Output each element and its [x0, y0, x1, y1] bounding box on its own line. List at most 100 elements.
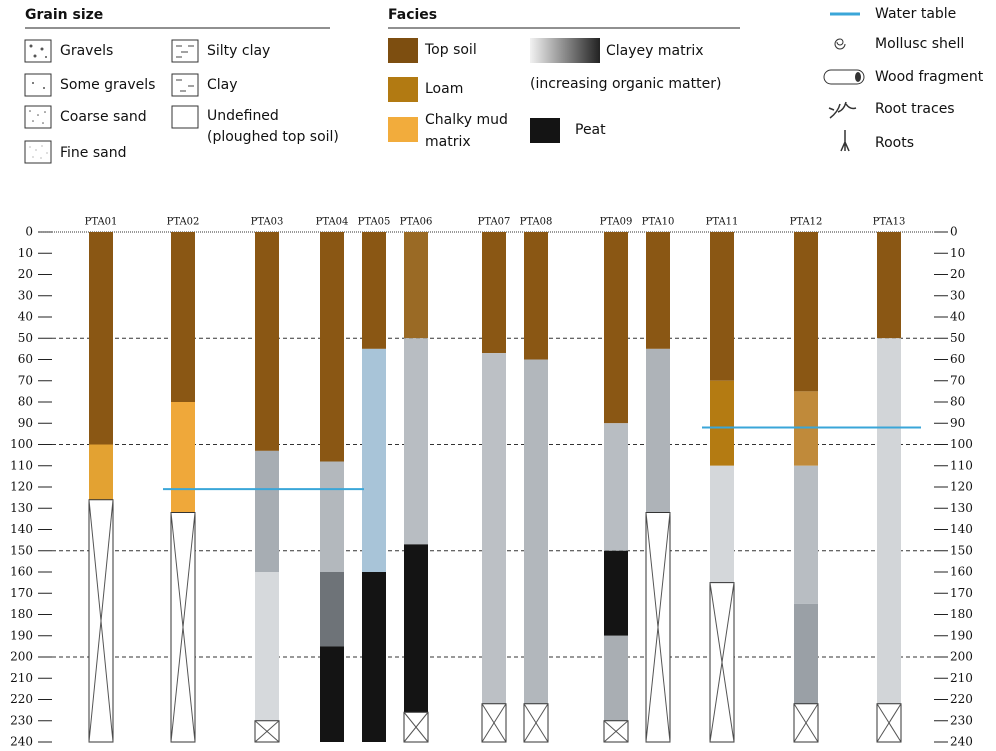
layer	[362, 572, 386, 742]
layer	[794, 466, 818, 604]
column-label: PTA08	[520, 217, 553, 228]
layer	[604, 423, 628, 551]
facies-swatch	[530, 118, 560, 143]
layer	[794, 232, 818, 391]
column-label: PTA02	[167, 217, 200, 228]
y-tick-label: 0	[25, 225, 33, 239]
layer	[362, 232, 386, 349]
y-tick-label: 160	[950, 565, 973, 579]
y-tick-label: 40	[18, 310, 33, 324]
y-tick-label: 210	[10, 671, 33, 685]
y-tick-label: 120	[10, 480, 33, 494]
facies-swatch	[388, 117, 418, 142]
y-tick-label: 190	[950, 628, 973, 642]
y-tick-label: 210	[950, 671, 973, 685]
core-log-figure: Grain size Gravels Some gravels Coarse s…	[0, 0, 996, 751]
layer	[877, 232, 901, 338]
legend-label: Water table	[875, 6, 956, 22]
y-tick-label: 110	[950, 458, 973, 472]
page: Grain size Gravels Some gravels Coarse s…	[0, 0, 996, 751]
legend-label: Silty clay	[207, 43, 270, 59]
layer	[89, 232, 113, 445]
y-tick-label: 20	[18, 267, 33, 281]
layer	[255, 232, 279, 451]
y-tick-label: 150	[10, 543, 33, 557]
legend-label: (ploughed top soil)	[207, 129, 339, 145]
y-tick-label: 170	[950, 586, 973, 600]
legend-label: Clayey matrix	[606, 43, 704, 59]
y-tick-label: 10	[18, 246, 33, 260]
clayey-swatch	[530, 38, 600, 63]
column-label: PTA13	[873, 217, 906, 228]
layer	[320, 232, 344, 462]
layer	[710, 232, 734, 381]
y-tick-label: 200	[950, 650, 973, 664]
swatch	[172, 40, 198, 62]
y-tick-label: 130	[10, 501, 33, 515]
layer	[404, 232, 428, 338]
y-tick-label: 30	[950, 288, 965, 302]
y-tick-label: 50	[950, 331, 965, 345]
facies-swatch	[388, 38, 418, 63]
legend-label: Root traces	[875, 101, 955, 117]
swatch	[172, 74, 198, 96]
y-tick-label: 50	[18, 331, 33, 345]
legend-label: Mollusc shell	[875, 36, 964, 52]
legend-label: Coarse sand	[60, 109, 147, 125]
layer	[255, 572, 279, 721]
layer	[604, 551, 628, 636]
column-label: PTA04	[316, 217, 349, 228]
swatch	[25, 141, 51, 163]
column-label: PTA06	[400, 217, 433, 228]
legend-label: Chalky mud	[425, 112, 508, 128]
y-tick-label: 220	[10, 692, 33, 706]
layer	[524, 360, 548, 704]
layer	[320, 646, 344, 742]
y-tick-label: 60	[18, 352, 33, 366]
swatch	[25, 40, 51, 62]
y-tick-label: 70	[950, 373, 965, 387]
y-tick-label: 180	[950, 607, 973, 621]
legend-label: (increasing organic matter)	[530, 76, 721, 92]
layer	[171, 402, 195, 513]
y-tick-label: 200	[10, 650, 33, 664]
y-tick-label: 40	[950, 310, 965, 324]
y-tick-label: 240	[950, 735, 973, 749]
y-tick-label: 160	[10, 565, 33, 579]
layer	[877, 338, 901, 704]
layer	[794, 604, 818, 704]
column-label: PTA12	[790, 217, 823, 228]
y-tick-label: 0	[950, 225, 958, 239]
layer	[362, 349, 386, 572]
layer	[646, 349, 670, 513]
legend-title: Facies	[388, 7, 437, 23]
y-tick-label: 230	[10, 713, 33, 727]
layer	[320, 462, 344, 573]
column-label: PTA01	[85, 217, 118, 228]
swatch	[25, 74, 51, 96]
layer	[404, 544, 428, 712]
column-label: PTA07	[478, 217, 511, 228]
y-tick-label: 110	[10, 458, 33, 472]
y-tick-label: 140	[10, 522, 33, 536]
mollusc-icon	[835, 39, 845, 49]
layer	[794, 391, 818, 465]
layer	[604, 232, 628, 423]
column-label: PTA05	[358, 217, 391, 228]
y-tick-label: 100	[950, 437, 973, 451]
column-label: PTA03	[251, 217, 284, 228]
legend-label: Gravels	[60, 43, 113, 59]
layer	[255, 451, 279, 572]
legend-label: Top soil	[424, 42, 477, 58]
legend-label: matrix	[425, 134, 471, 150]
layer	[320, 572, 344, 646]
wood-icon-end	[855, 72, 861, 82]
legend-label: Clay	[207, 77, 238, 93]
layer	[646, 232, 670, 349]
layer	[524, 232, 548, 360]
y-tick-label: 130	[950, 501, 973, 515]
layer	[710, 466, 734, 583]
y-tick-label: 80	[950, 395, 965, 409]
layer	[482, 353, 506, 704]
layer	[710, 381, 734, 466]
